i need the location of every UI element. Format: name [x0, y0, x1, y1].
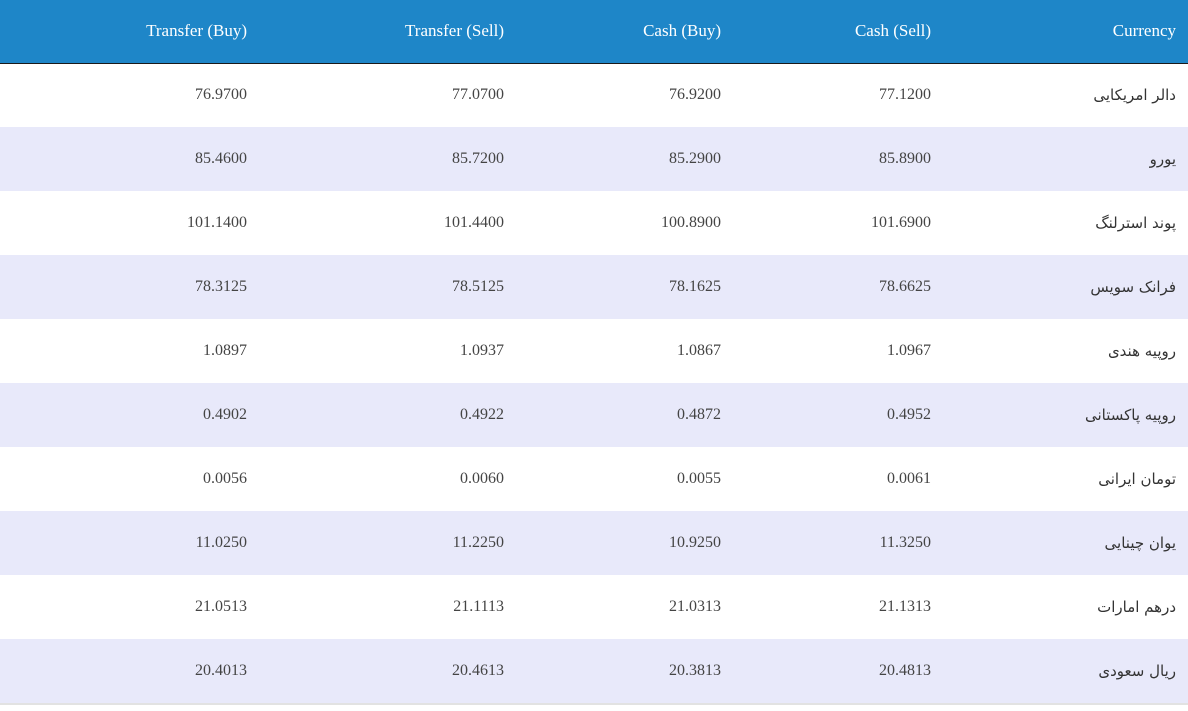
currency-label: تومان ایرانی — [1098, 470, 1176, 488]
cell-cash-sell: 77.1200 — [879, 86, 931, 104]
currency-label: یوان چینایی — [1104, 534, 1176, 552]
cell-currency: درهم امارات — [943, 575, 1188, 639]
cell-transfer-buy: 78.3125 — [195, 278, 247, 295]
table-row: 21.0513 21.1113 21.0313 21.1313 درهم اما… — [0, 575, 1188, 639]
currency-label: یورو — [1149, 150, 1176, 168]
cell-cash-buy: 78.1625 — [669, 278, 721, 295]
header-currency: Currency — [943, 0, 1188, 64]
cell-transfer-buy: 85.4600 — [195, 150, 247, 167]
cell-currency: ریال سعودی — [943, 639, 1188, 703]
cell-currency: فرانک سویس — [943, 255, 1188, 319]
cell-currency: دالر امریکایی — [943, 63, 1188, 127]
cell-cash-buy: 0.4872 — [677, 406, 721, 423]
cell-cash-sell: 0.4952 — [887, 406, 931, 423]
table-row: 78.3125 78.5125 78.1625 78.6625 فرانک سو… — [0, 255, 1188, 319]
currency-label: پوند استرلنگ — [1095, 214, 1176, 232]
currency-label: ریال سعودی — [1098, 662, 1176, 680]
cell-transfer-sell: 0.4922 — [460, 406, 504, 423]
cell-currency: یورو — [943, 127, 1188, 191]
cell-transfer-buy: 76.9700 — [195, 86, 247, 104]
cell-transfer-sell: 101.4400 — [444, 214, 504, 231]
table-row: 20.4013 20.4613 20.3813 20.4813 ریال سعو… — [0, 639, 1188, 703]
table-header: Transfer (Buy) Transfer (Sell) Cash (Buy… — [0, 0, 1188, 64]
table-row: 76.9700 77.0700 76.9200 77.1200 دالر امر… — [0, 63, 1188, 127]
table-row: 11.0250 11.2250 10.9250 11.3250 یوان چین… — [0, 511, 1188, 575]
currency-label: دالر امریکایی — [1093, 86, 1176, 105]
cell-cash-buy: 20.3813 — [669, 662, 721, 679]
cell-cash-sell: 101.6900 — [871, 214, 931, 231]
cell-cash-buy: 76.9200 — [669, 86, 721, 104]
cell-cash-buy: 85.2900 — [669, 150, 721, 167]
cell-currency: تومان ایرانی — [943, 447, 1188, 511]
header-transfer-buy: Transfer (Buy) — [0, 0, 259, 64]
table-row: 0.4902 0.4922 0.4872 0.4952 روپیه پاکستا… — [0, 383, 1188, 447]
cell-transfer-buy: 0.4902 — [203, 406, 247, 423]
cell-transfer-sell: 21.1113 — [453, 598, 504, 615]
header-row: Transfer (Buy) Transfer (Sell) Cash (Buy… — [0, 0, 1188, 64]
cell-cash-sell: 20.4813 — [879, 662, 931, 679]
cell-transfer-buy: 101.1400 — [187, 214, 247, 231]
cell-cash-buy: 0.0055 — [677, 470, 721, 487]
cell-transfer-sell: 0.0060 — [460, 470, 504, 487]
cell-cash-sell: 11.3250 — [879, 534, 931, 551]
currency-label: روپیه پاکستانی — [1084, 406, 1176, 424]
cell-cash-sell: 21.1313 — [879, 598, 931, 615]
cell-transfer-sell: 77.0700 — [452, 86, 504, 104]
cell-cash-sell: 85.8900 — [879, 150, 931, 167]
cell-cash-sell: 78.6625 — [879, 278, 931, 295]
cell-cash-sell: 1.0967 — [887, 342, 931, 359]
table-row: 85.4600 85.7200 85.2900 85.8900 یورو — [0, 127, 1188, 191]
cell-transfer-buy: 0.0056 — [203, 470, 247, 487]
cell-cash-buy: 100.8900 — [661, 214, 721, 231]
table-row: 0.0056 0.0060 0.0055 0.0061 تومان ایرانی — [0, 447, 1188, 511]
currency-label: فرانک سویس — [1090, 278, 1176, 296]
cell-transfer-sell: 1.0937 — [460, 342, 504, 359]
cell-currency: روپیه هندی — [943, 319, 1188, 383]
cell-cash-buy: 21.0313 — [669, 598, 721, 615]
cell-transfer-buy: 11.0250 — [195, 534, 247, 551]
cell-currency: روپیه پاکستانی — [943, 383, 1188, 447]
table-bottom-divider — [0, 703, 1188, 705]
cell-currency: پوند استرلنگ — [943, 191, 1188, 255]
cell-transfer-sell: 85.7200 — [452, 150, 504, 167]
table-row: 1.0897 1.0937 1.0867 1.0967 روپیه هندی — [0, 319, 1188, 383]
cell-transfer-buy: 1.0897 — [203, 342, 247, 359]
header-cash-buy: Cash (Buy) — [516, 0, 733, 64]
cell-cash-buy: 1.0867 — [677, 342, 721, 359]
header-cash-sell: Cash (Sell) — [733, 0, 943, 64]
cell-currency: یوان چینایی — [943, 511, 1188, 575]
currency-label: روپیه هندی — [1107, 342, 1176, 360]
cell-transfer-sell: 11.2250 — [452, 534, 504, 551]
cell-transfer-buy: 20.4013 — [195, 662, 247, 679]
cell-transfer-sell: 20.4613 — [452, 662, 504, 679]
cell-transfer-sell: 78.5125 — [452, 278, 504, 295]
cell-transfer-buy: 21.0513 — [195, 598, 247, 615]
currency-label: درهم امارات — [1097, 598, 1176, 616]
table-row: 101.1400 101.4400 100.8900 101.6900 پوند… — [0, 191, 1188, 255]
cell-cash-sell: 0.0061 — [887, 470, 931, 487]
header-transfer-sell: Transfer (Sell) — [259, 0, 516, 64]
table-body: 76.9700 77.0700 76.9200 77.1200 دالر امر… — [0, 63, 1188, 703]
cell-cash-buy: 10.9250 — [669, 534, 721, 551]
